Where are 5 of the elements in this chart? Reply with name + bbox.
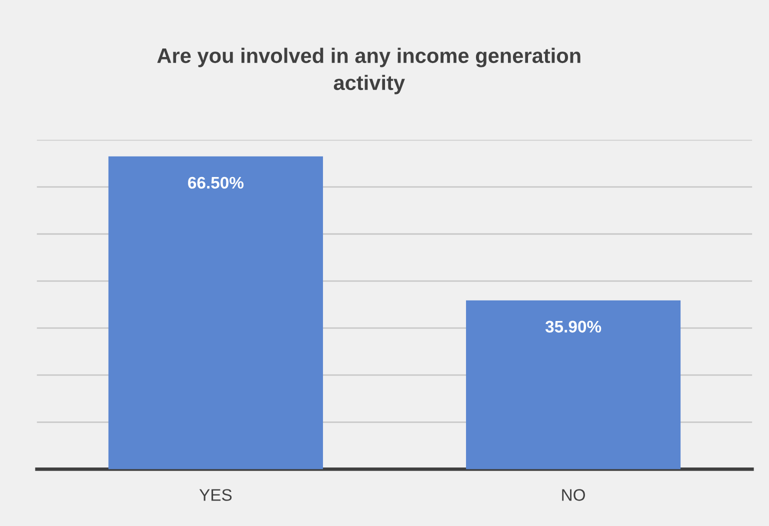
x-tick-label: YES (199, 489, 232, 501)
data-label: 66.50% (188, 176, 244, 189)
x-tick-label: NO (562, 489, 585, 501)
data-label: 35.90% (545, 320, 602, 333)
chart-title: Are you involved in any income generation activity (157, 48, 580, 94)
